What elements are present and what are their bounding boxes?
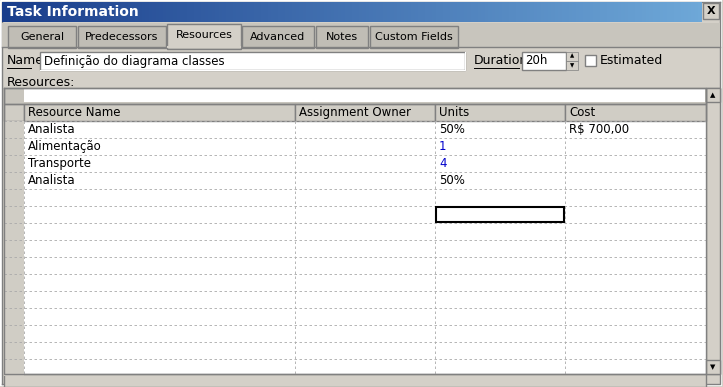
Text: ▼: ▼ xyxy=(710,364,716,370)
Bar xyxy=(703,3,719,19)
Bar xyxy=(4,257,24,274)
Bar xyxy=(4,308,24,325)
Text: 50%: 50% xyxy=(439,123,465,136)
Bar xyxy=(4,104,706,121)
Bar xyxy=(242,26,314,48)
Text: Resources: Resources xyxy=(176,31,232,41)
Bar xyxy=(370,26,458,48)
Bar xyxy=(706,88,720,374)
Bar xyxy=(4,206,24,223)
Text: Analista: Analista xyxy=(28,174,76,187)
Bar xyxy=(585,55,596,66)
Bar xyxy=(4,104,24,121)
Text: Analista: Analista xyxy=(28,123,76,136)
Bar xyxy=(4,325,24,342)
Bar xyxy=(295,104,435,121)
Text: Resource Name: Resource Name xyxy=(28,106,121,119)
Bar xyxy=(2,23,720,48)
Text: Transporte: Transporte xyxy=(28,157,91,170)
Text: Predecessors: Predecessors xyxy=(85,31,158,41)
Text: Alimentação: Alimentação xyxy=(28,140,102,153)
Text: 20h: 20h xyxy=(525,55,547,67)
Text: R$ 700,00: R$ 700,00 xyxy=(569,123,629,136)
Bar xyxy=(4,88,706,104)
Text: Task Information: Task Information xyxy=(7,5,139,19)
Text: ▲: ▲ xyxy=(570,53,574,58)
Bar xyxy=(4,121,24,138)
Bar xyxy=(706,360,720,374)
Bar xyxy=(436,207,564,222)
Text: Custom Fields: Custom Fields xyxy=(375,31,453,41)
Text: Resources:: Resources: xyxy=(7,77,75,89)
Bar xyxy=(4,240,24,257)
Bar xyxy=(435,104,565,121)
Bar xyxy=(566,61,578,70)
Text: 1: 1 xyxy=(439,140,447,153)
Text: Definição do diagrama classes: Definição do diagrama classes xyxy=(44,55,225,67)
Text: ▼: ▼ xyxy=(570,63,574,68)
Bar xyxy=(4,359,24,376)
Bar xyxy=(4,138,24,155)
Bar xyxy=(4,189,24,206)
Bar xyxy=(4,172,24,189)
Bar xyxy=(4,291,24,308)
Bar xyxy=(565,104,706,121)
Text: Cost: Cost xyxy=(569,106,595,119)
Text: Units: Units xyxy=(439,106,469,119)
Bar xyxy=(24,121,706,374)
Bar xyxy=(4,274,24,291)
Bar xyxy=(706,88,720,102)
Bar xyxy=(24,104,295,121)
Text: 4: 4 xyxy=(439,157,447,170)
Bar xyxy=(566,52,578,61)
Bar xyxy=(316,26,368,48)
Text: Duration:: Duration: xyxy=(474,55,533,67)
Bar xyxy=(4,223,24,240)
Text: X: X xyxy=(706,6,715,16)
Text: Advanced: Advanced xyxy=(250,31,306,41)
Bar xyxy=(4,374,706,387)
Bar xyxy=(4,155,24,172)
Text: General: General xyxy=(20,31,64,41)
Bar xyxy=(40,52,465,70)
Bar xyxy=(78,26,166,48)
Text: Notes: Notes xyxy=(326,31,358,41)
Bar xyxy=(4,121,24,374)
Bar xyxy=(167,24,241,49)
Bar xyxy=(24,89,705,102)
Text: Estimated: Estimated xyxy=(600,55,663,67)
Text: Name:: Name: xyxy=(7,55,48,67)
Bar xyxy=(4,88,706,374)
Text: Assignment Owner: Assignment Owner xyxy=(299,106,411,119)
Bar xyxy=(8,26,76,48)
Text: 50%: 50% xyxy=(439,174,465,187)
Text: ▲: ▲ xyxy=(710,92,716,98)
Bar xyxy=(522,52,566,70)
Bar xyxy=(4,342,24,359)
